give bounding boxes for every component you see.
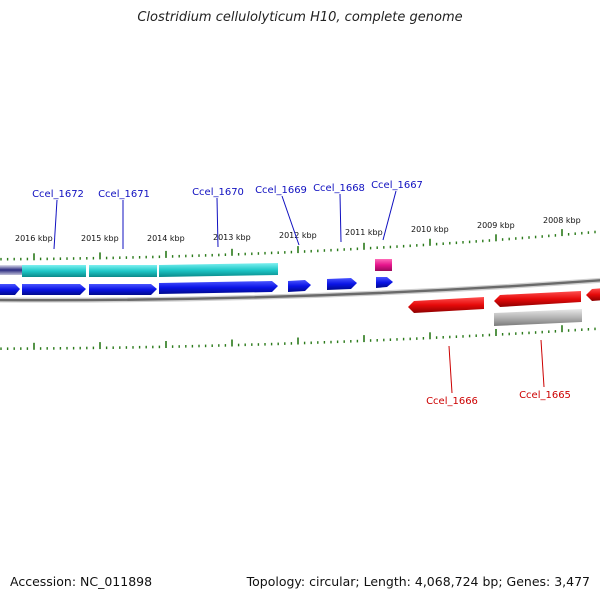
scale-ticks-lower [0, 325, 596, 350]
feature-cyan-1672 [22, 265, 86, 277]
leader-ccel-1667 [382, 190, 397, 241]
scale-labels: 2016 kbp 2015 kbp 2014 kbp 2013 kbp 2012… [15, 216, 581, 243]
cds-forward-ccel-1667 [376, 277, 393, 288]
map-title: Clostridium cellulolyticum H10, complete… [137, 10, 463, 25]
cds-forward-ccel-1669 [288, 280, 311, 292]
gene-label-ccel-1668[interactable]: Ccel_1668 [313, 183, 365, 194]
gene-label-ccel-1665[interactable]: Ccel_1665 [519, 390, 571, 401]
gene-label-ccel-1670[interactable]: Ccel_1670 [192, 187, 244, 198]
scale-label-2009: 2009 kbp [477, 221, 515, 230]
cds-reverse-ccel-1665 [494, 291, 581, 307]
accession-text: Accession: NC_011898 [10, 574, 153, 589]
scale-label-2016: 2016 kbp [15, 234, 53, 243]
gene-label-ccel-1671[interactable]: Ccel_1671 [98, 189, 150, 200]
scale-label-2014: 2014 kbp [147, 234, 185, 243]
cds-reverse-partial [586, 288, 600, 301]
cds-forward-ccel-1671 [89, 284, 157, 295]
scale-label-2008: 2008 kbp [543, 216, 581, 225]
gene-label-ccel-1672[interactable]: Ccel_1672 [32, 189, 84, 200]
cds-forward-partial [0, 284, 20, 295]
leader-ccel-1666 [448, 345, 453, 394]
leader-ccel-1665 [540, 339, 545, 388]
leader-ccel-1670 [216, 197, 219, 248]
scale-label-2015: 2015 kbp [81, 234, 119, 243]
scale-label-2013: 2013 kbp [213, 233, 251, 242]
feature-partial-left [0, 265, 22, 275]
topology-text: Topology: circular; Length: 4,068,724 bp… [246, 574, 590, 589]
cds-forward-ccel-1672 [22, 284, 86, 295]
feature-cyan-1671 [89, 265, 157, 277]
feature-cyan-1670 [159, 263, 278, 277]
scale-label-2010: 2010 kbp [411, 225, 449, 234]
cds-forward-ccel-1670 [159, 281, 278, 294]
scale-label-2012: 2012 kbp [279, 231, 317, 240]
feature-gray-1665 [494, 309, 582, 326]
leader-ccel-1668 [339, 193, 342, 243]
leader-ccel-1669 [281, 195, 300, 246]
gene-label-ccel-1669[interactable]: Ccel_1669 [255, 185, 307, 196]
feature-pink-1667 [375, 259, 392, 271]
gene-label-ccel-1666[interactable]: Ccel_1666 [426, 396, 478, 407]
cds-reverse-ccel-1666 [408, 297, 484, 313]
scale-ticks-upper [0, 229, 596, 261]
scale-label-2011: 2011 kbp [345, 228, 383, 237]
gene-labels-lower: Ccel_1666 Ccel_1665 [426, 339, 571, 407]
genome-backbone [0, 279, 600, 302]
leader-ccel-1672 [53, 199, 58, 250]
gene-labels-upper: Ccel_1672 Ccel_1671 Ccel_1670 Ccel_1669 … [32, 180, 423, 250]
gene-label-ccel-1667[interactable]: Ccel_1667 [371, 180, 423, 191]
cds-forward-ccel-1668 [327, 278, 357, 290]
